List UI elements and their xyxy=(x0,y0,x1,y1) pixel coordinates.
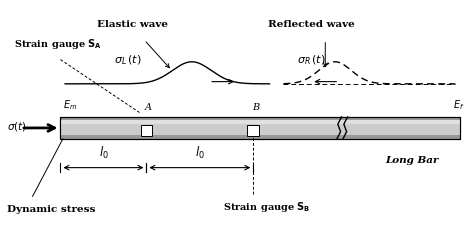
Bar xyxy=(247,125,259,136)
Text: Strain gauge $\mathbf{S}_\mathbf{B}$: Strain gauge $\mathbf{S}_\mathbf{B}$ xyxy=(223,200,310,214)
Text: Dynamic stress: Dynamic stress xyxy=(7,205,95,214)
Bar xyxy=(61,120,460,124)
Text: $\sigma_R\,(t)$: $\sigma_R\,(t)$ xyxy=(297,53,326,67)
Text: $E_f$: $E_f$ xyxy=(453,99,465,112)
Bar xyxy=(61,117,460,139)
Text: Strain gauge $\mathbf{S}_\mathbf{A}$: Strain gauge $\mathbf{S}_\mathbf{A}$ xyxy=(14,37,102,51)
Text: Reflected wave: Reflected wave xyxy=(268,20,355,29)
Bar xyxy=(141,125,152,136)
Text: Long Bar: Long Bar xyxy=(386,156,439,165)
Text: A: A xyxy=(145,104,152,112)
Text: Elastic wave: Elastic wave xyxy=(97,20,168,29)
Text: $\sigma_L\,(t)$: $\sigma_L\,(t)$ xyxy=(114,53,142,67)
Text: $E_m$: $E_m$ xyxy=(63,99,77,112)
Text: B: B xyxy=(252,104,259,112)
Text: $l_0$: $l_0$ xyxy=(99,145,109,161)
Text: $l_0$: $l_0$ xyxy=(195,145,205,161)
Bar xyxy=(61,117,460,139)
Text: $\sigma(t)$: $\sigma(t)$ xyxy=(7,120,27,133)
Bar xyxy=(61,123,460,135)
